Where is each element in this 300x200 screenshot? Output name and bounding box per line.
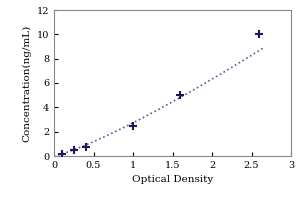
- X-axis label: Optical Density: Optical Density: [132, 175, 213, 184]
- Y-axis label: Concentration(ng/mL): Concentration(ng/mL): [22, 24, 31, 142]
